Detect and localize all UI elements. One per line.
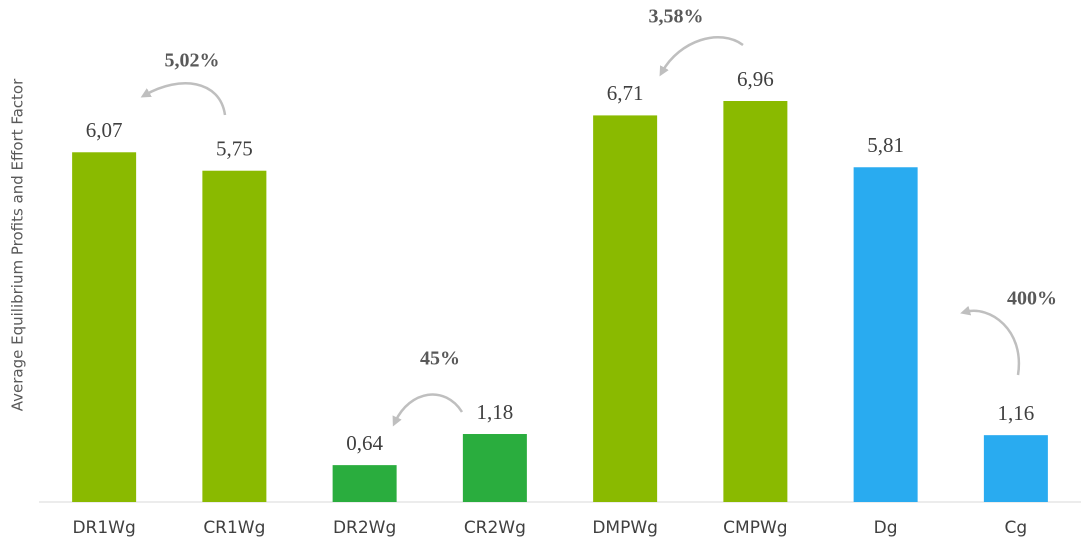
x-tick-label: DR2Wg <box>333 518 396 538</box>
value-label: 0,64 <box>346 431 383 455</box>
x-tick-label: CR1Wg <box>203 518 265 538</box>
x-tick-label: CMPWg <box>723 518 787 538</box>
y-axis-label: Average Equilibrium Profits and Effort F… <box>9 78 27 411</box>
bar <box>202 170 267 502</box>
bar <box>593 115 658 502</box>
annotation-arrow <box>659 36 744 77</box>
annotation: 400% <box>1007 288 1057 310</box>
bar <box>72 152 137 503</box>
bar <box>462 434 527 502</box>
annotation-arrow <box>960 305 1021 376</box>
annotation: 45% <box>420 348 460 370</box>
bar <box>332 465 397 502</box>
x-tick-label: DR1Wg <box>72 518 135 538</box>
x-tick-label: DMPWg <box>592 518 658 538</box>
value-label: 5,75 <box>216 137 253 161</box>
bar <box>723 101 788 502</box>
value-label: 1,16 <box>998 401 1035 425</box>
value-label: 6,71 <box>607 81 644 105</box>
value-label: 6,96 <box>737 67 774 91</box>
x-tick-label: Dg <box>874 518 898 538</box>
bar <box>983 435 1048 502</box>
x-tick-label: Cg <box>1005 518 1028 538</box>
value-label: 6,07 <box>86 118 123 142</box>
annotation: 5,02% <box>165 50 220 72</box>
x-tick-label: CR2Wg <box>464 518 526 538</box>
bar <box>853 167 918 502</box>
annotation-arrow <box>392 393 464 427</box>
annotation-arrow <box>140 82 227 116</box>
value-label: 1,18 <box>477 400 514 424</box>
annotation: 3,58% <box>649 6 704 28</box>
value-label: 5,81 <box>867 133 904 157</box>
